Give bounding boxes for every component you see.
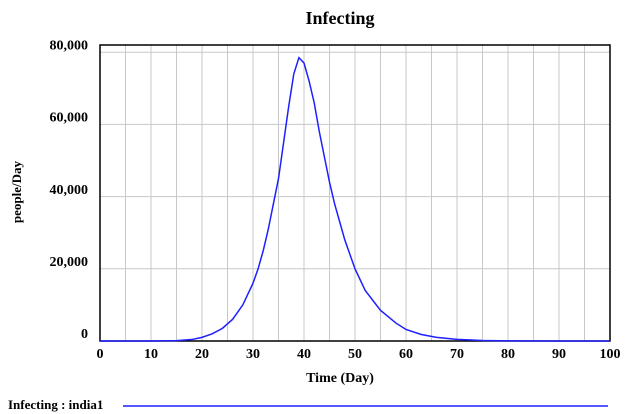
y-tick-label: 0: [81, 327, 88, 342]
x-tick-label: 70: [450, 347, 464, 362]
y-tick-label: 80,000: [50, 38, 89, 53]
x-tick-label: 90: [552, 347, 566, 362]
chart-title: Infecting: [306, 8, 375, 28]
x-tick-label: 50: [348, 347, 362, 362]
x-tick-label: 0: [97, 347, 104, 362]
x-tick-label: 80: [501, 347, 515, 362]
x-tick-label: 60: [399, 347, 413, 362]
x-tick-label: 40: [297, 347, 311, 362]
x-tick-label: 100: [600, 347, 621, 362]
data-line: [100, 56, 611, 342]
plot-border: [99, 44, 611, 342]
legend-label: Infecting : india1: [8, 397, 103, 412]
y-tick-label: 40,000: [50, 183, 89, 198]
y-axis-label: people/Day: [9, 160, 24, 223]
x-axis-label: Time (Day): [306, 371, 374, 386]
x-tick-label: 20: [195, 347, 209, 362]
x-tick-label: 10: [144, 347, 158, 362]
y-tick-label: 20,000: [50, 255, 89, 270]
y-tick-label: 60,000: [50, 111, 89, 126]
x-tick-label: 30: [246, 347, 260, 362]
